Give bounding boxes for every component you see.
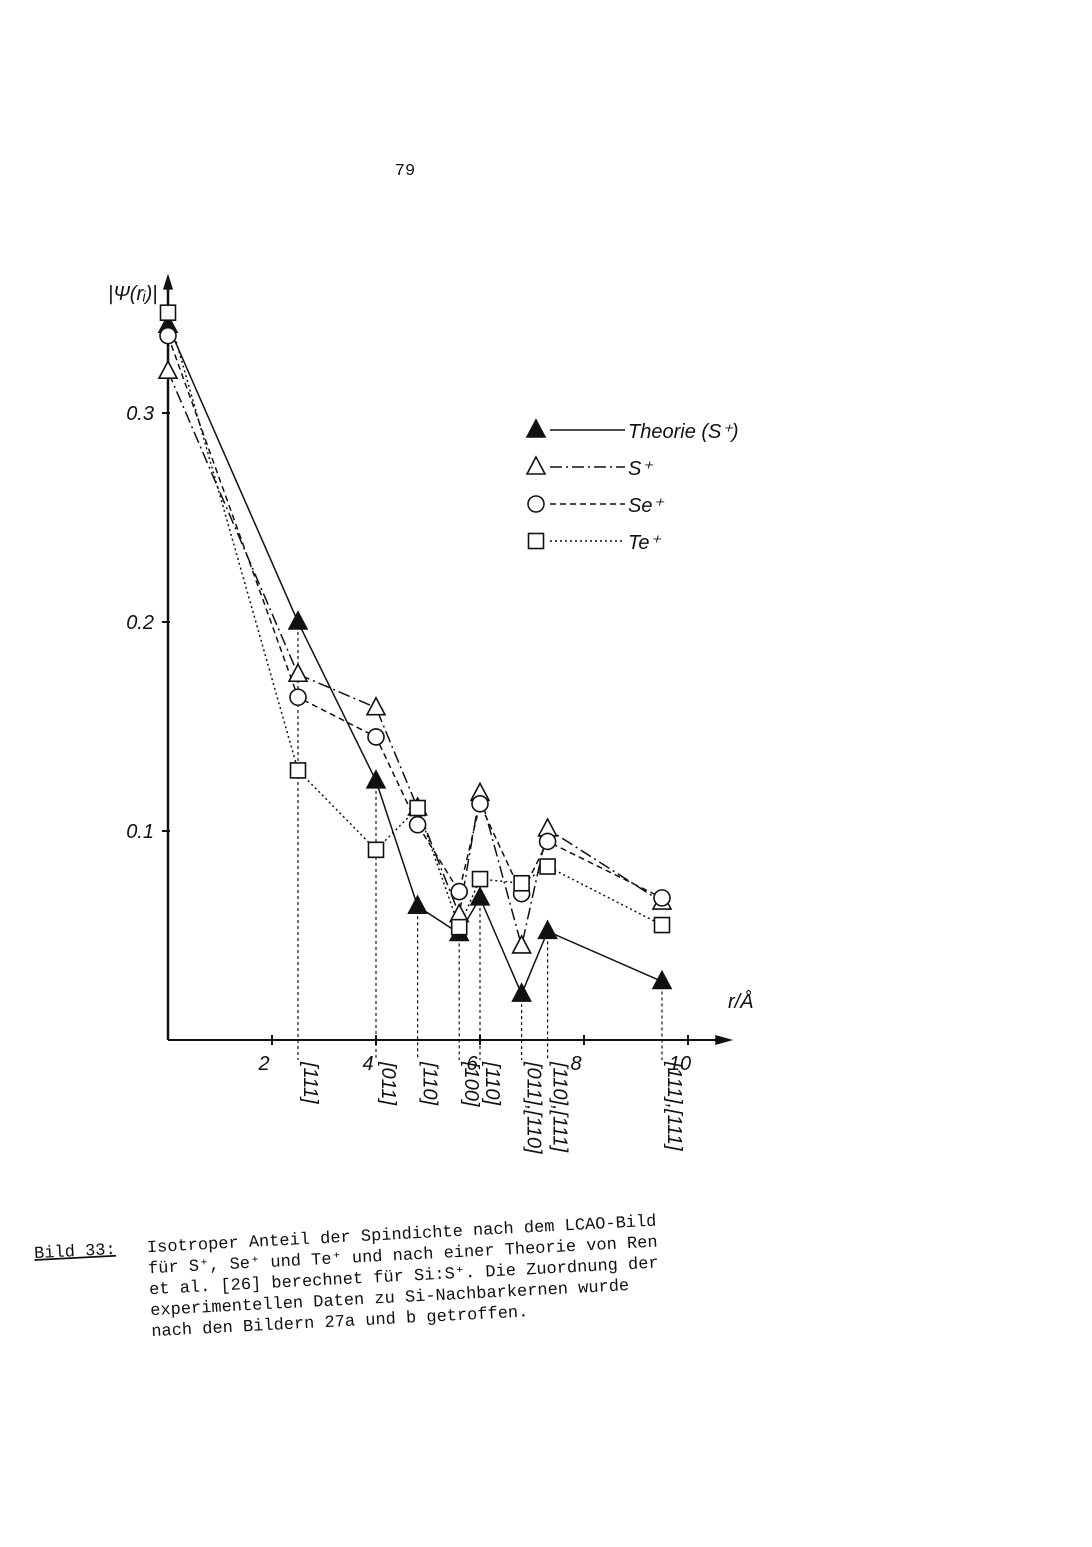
shell-label: [011],[110] <box>523 1061 545 1154</box>
marker <box>538 832 557 851</box>
marker <box>450 918 468 936</box>
marker <box>289 688 307 707</box>
marker <box>287 610 309 630</box>
marker <box>511 934 532 954</box>
x-tick-label: 8 <box>570 1053 581 1075</box>
x-tick-label: 2 <box>257 1053 269 1075</box>
legend-marker <box>527 532 545 550</box>
legend-marker <box>525 418 547 438</box>
marker <box>367 728 385 746</box>
marker <box>289 762 307 779</box>
caption: Bild 33: Isotroper Anteil der Spindichte… <box>34 1213 659 1343</box>
x-axis-arrow <box>715 1035 734 1045</box>
shell-label: [111] <box>299 1061 321 1104</box>
shell-label: [011] <box>377 1061 399 1105</box>
marker <box>157 359 179 379</box>
marker <box>513 874 530 892</box>
marker <box>653 889 671 907</box>
shell-label: [110] <box>419 1061 441 1105</box>
shell-label: [110] <box>481 1061 503 1105</box>
page-number: 79 <box>395 162 415 181</box>
marker <box>471 870 489 888</box>
x-tick-label: 6 <box>466 1053 478 1075</box>
marker <box>365 769 387 789</box>
marker <box>653 916 671 934</box>
y-axis-label: |Ψ(rᵢ)| <box>108 283 157 305</box>
marker <box>408 815 427 834</box>
marker <box>651 969 673 990</box>
x-tick-label: 4 <box>362 1053 373 1075</box>
x-axis-label: r/Å <box>728 990 754 1013</box>
marker <box>537 919 558 940</box>
marker <box>407 894 428 915</box>
marker <box>159 326 177 345</box>
marker <box>469 886 491 906</box>
series-line <box>167 335 663 899</box>
legend-label: Se⁺ <box>628 495 664 517</box>
legend-marker <box>525 455 547 475</box>
y-tick-label: 0.1 <box>126 821 154 843</box>
legend-label: Te⁺ <box>628 532 662 554</box>
shell-label: [100] <box>460 1061 482 1107</box>
y-tick-label: 0.2 <box>126 612 154 634</box>
series-line <box>167 370 663 947</box>
x-tick-label: 10 <box>669 1053 691 1075</box>
marker <box>471 795 489 813</box>
shell-label: [111],[111] <box>663 1061 685 1151</box>
y-axis-arrow <box>163 273 173 290</box>
marker <box>287 662 309 683</box>
y-tick-label: 0.3 <box>126 403 154 425</box>
series-line <box>167 324 663 996</box>
marker <box>409 799 426 817</box>
marker <box>367 841 385 859</box>
marker <box>159 304 177 321</box>
legend-marker <box>527 495 545 513</box>
marker <box>450 882 469 901</box>
shell-label: [110],[111] <box>549 1061 571 1153</box>
series-line <box>167 312 663 930</box>
caption-label: Bild 33: <box>34 1241 117 1264</box>
marker <box>511 982 532 1002</box>
marker <box>539 858 556 875</box>
marker <box>365 695 387 716</box>
legend-label: S⁺ <box>628 458 653 480</box>
legend-label: Theorie (S⁺) <box>628 421 739 443</box>
